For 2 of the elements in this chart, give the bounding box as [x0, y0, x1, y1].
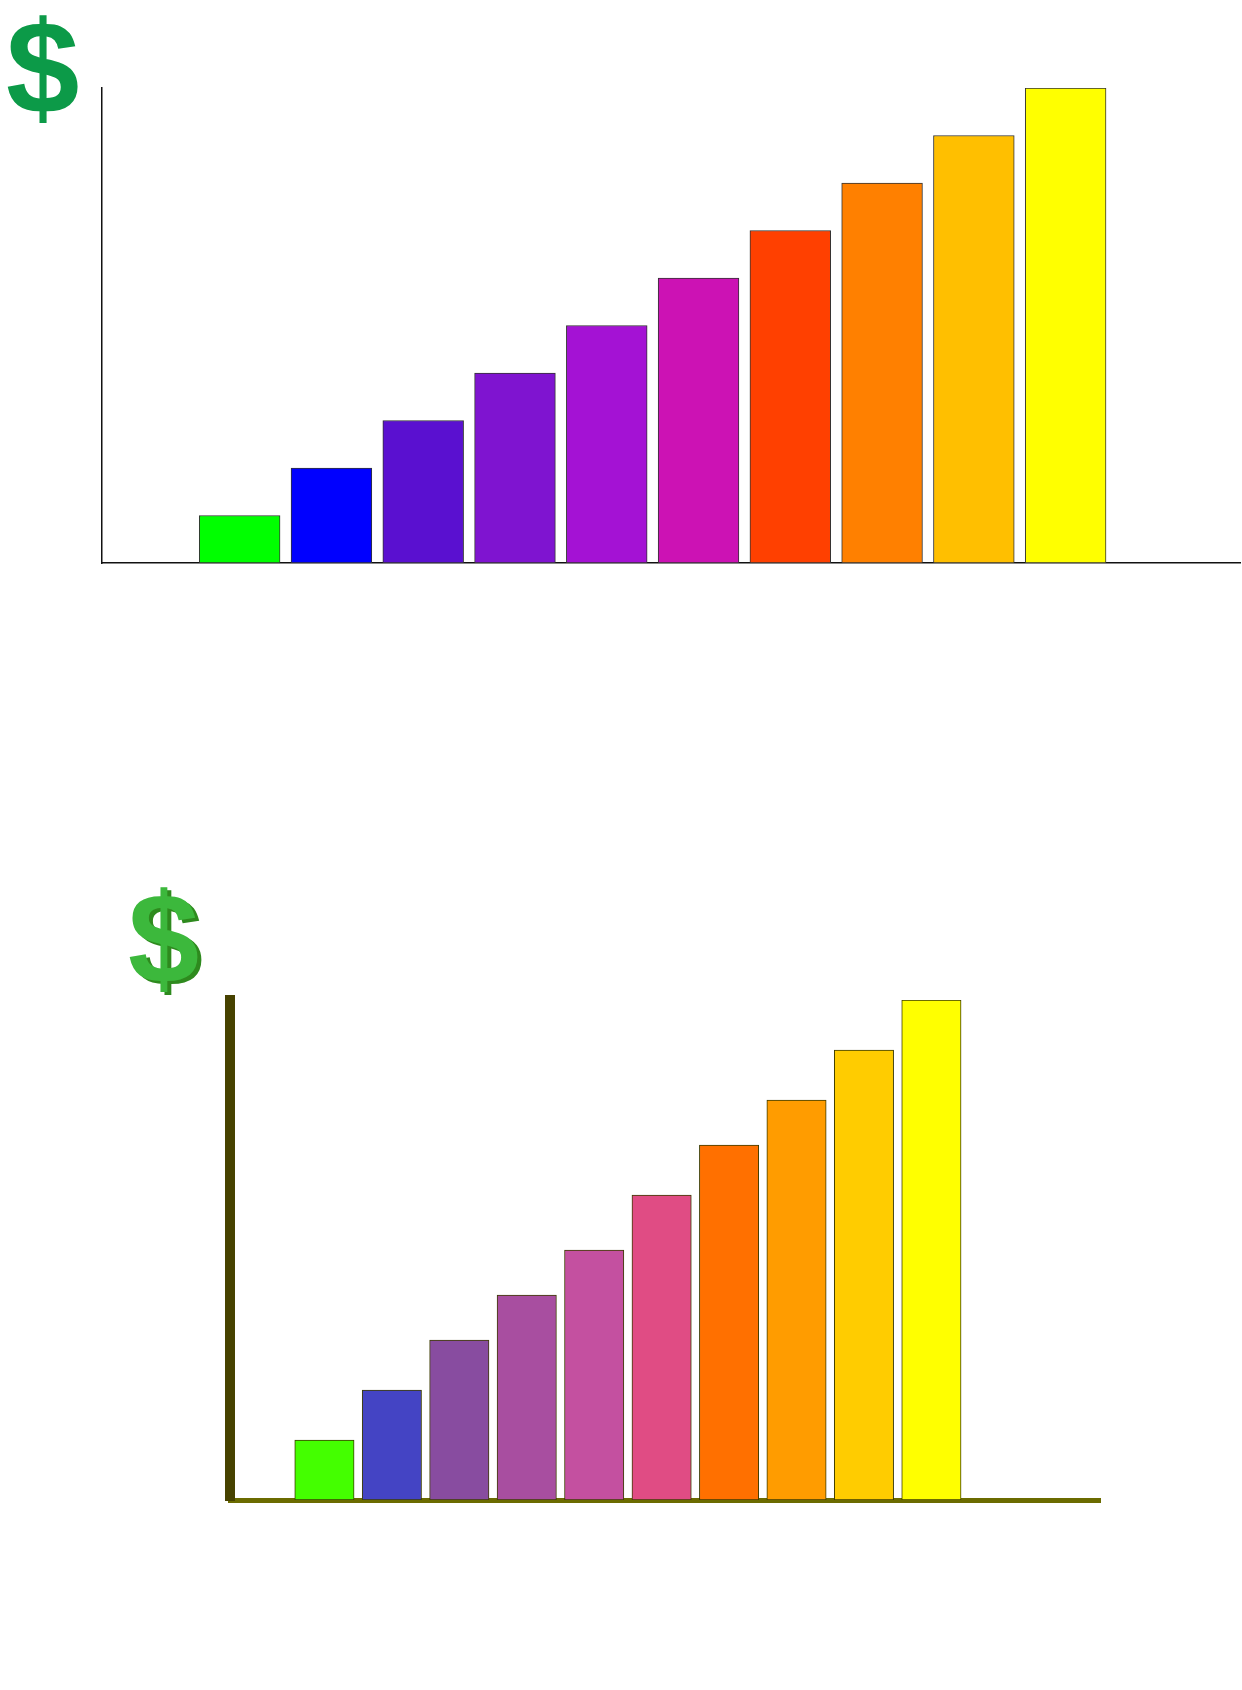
- y-axis-title: $: [128, 866, 200, 1009]
- y-axis-title: $: [6, 0, 80, 141]
